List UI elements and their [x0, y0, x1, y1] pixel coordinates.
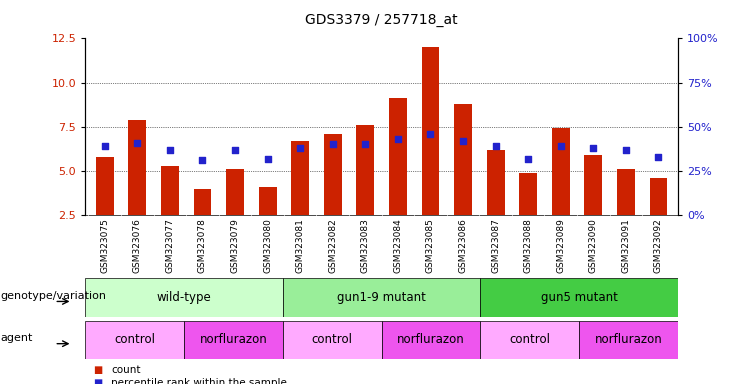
Text: control: control	[312, 333, 353, 346]
Text: GSM323076: GSM323076	[133, 218, 142, 273]
Bar	[324, 134, 342, 215]
Text: control: control	[509, 333, 551, 346]
Text: GSM323090: GSM323090	[589, 218, 598, 273]
Text: GSM323084: GSM323084	[393, 218, 402, 273]
Bar	[585, 155, 602, 215]
Point	[620, 147, 632, 153]
Bar	[283, 278, 480, 317]
Point	[522, 156, 534, 162]
Point	[262, 156, 273, 162]
Bar	[422, 47, 439, 215]
Text: GSM323085: GSM323085	[426, 218, 435, 273]
Point	[294, 145, 306, 151]
Text: percentile rank within the sample: percentile rank within the sample	[111, 378, 287, 384]
Bar	[161, 166, 179, 215]
Bar	[382, 321, 480, 359]
Text: GSM323091: GSM323091	[622, 218, 631, 273]
Text: norflurazon: norflurazon	[397, 333, 465, 346]
Text: count: count	[111, 365, 141, 375]
Text: GSM323088: GSM323088	[524, 218, 533, 273]
Text: GSM323092: GSM323092	[654, 218, 663, 273]
Text: GSM323086: GSM323086	[459, 218, 468, 273]
Bar	[283, 321, 382, 359]
Text: ■: ■	[93, 378, 102, 384]
Point	[653, 154, 665, 160]
Bar	[579, 321, 678, 359]
Point	[359, 141, 371, 147]
Bar	[552, 129, 570, 215]
Text: norflurazon: norflurazon	[595, 333, 662, 346]
Bar	[291, 141, 309, 215]
Text: genotype/variation: genotype/variation	[0, 291, 106, 301]
Text: GSM323080: GSM323080	[263, 218, 272, 273]
Point	[490, 143, 502, 149]
Bar	[617, 169, 635, 215]
Bar	[128, 120, 146, 215]
Text: ■: ■	[93, 365, 102, 375]
Bar	[85, 321, 184, 359]
Bar	[184, 321, 283, 359]
Text: agent: agent	[0, 333, 33, 343]
Text: wild-type: wild-type	[156, 291, 211, 304]
Bar	[519, 173, 537, 215]
Bar	[389, 98, 407, 215]
Point	[131, 139, 143, 146]
Bar	[96, 157, 113, 215]
Text: GSM323081: GSM323081	[296, 218, 305, 273]
Text: gun5 mutant: gun5 mutant	[541, 291, 618, 304]
Bar	[454, 104, 472, 215]
Text: GSM323077: GSM323077	[165, 218, 174, 273]
Point	[457, 138, 469, 144]
Text: GSM323089: GSM323089	[556, 218, 565, 273]
Text: GSM323079: GSM323079	[230, 218, 239, 273]
Point	[196, 157, 208, 163]
Text: gun1-9 mutant: gun1-9 mutant	[337, 291, 426, 304]
Text: GSM323075: GSM323075	[100, 218, 109, 273]
Text: GDS3379 / 257718_at: GDS3379 / 257718_at	[305, 13, 458, 27]
Point	[392, 136, 404, 142]
Point	[425, 131, 436, 137]
Bar	[193, 189, 211, 215]
Text: norflurazon: norflurazon	[199, 333, 268, 346]
Text: GSM323078: GSM323078	[198, 218, 207, 273]
Bar	[480, 321, 579, 359]
Point	[327, 141, 339, 147]
Bar	[480, 278, 678, 317]
Bar	[226, 169, 244, 215]
Bar	[650, 178, 668, 215]
Text: control: control	[114, 333, 155, 346]
Text: GSM323082: GSM323082	[328, 218, 337, 273]
Bar	[259, 187, 276, 215]
Point	[99, 143, 110, 149]
Text: GSM323083: GSM323083	[361, 218, 370, 273]
Point	[164, 147, 176, 153]
Point	[229, 147, 241, 153]
Bar	[356, 125, 374, 215]
Bar	[85, 278, 283, 317]
Bar	[487, 150, 505, 215]
Point	[555, 143, 567, 149]
Point	[588, 145, 599, 151]
Text: GSM323087: GSM323087	[491, 218, 500, 273]
